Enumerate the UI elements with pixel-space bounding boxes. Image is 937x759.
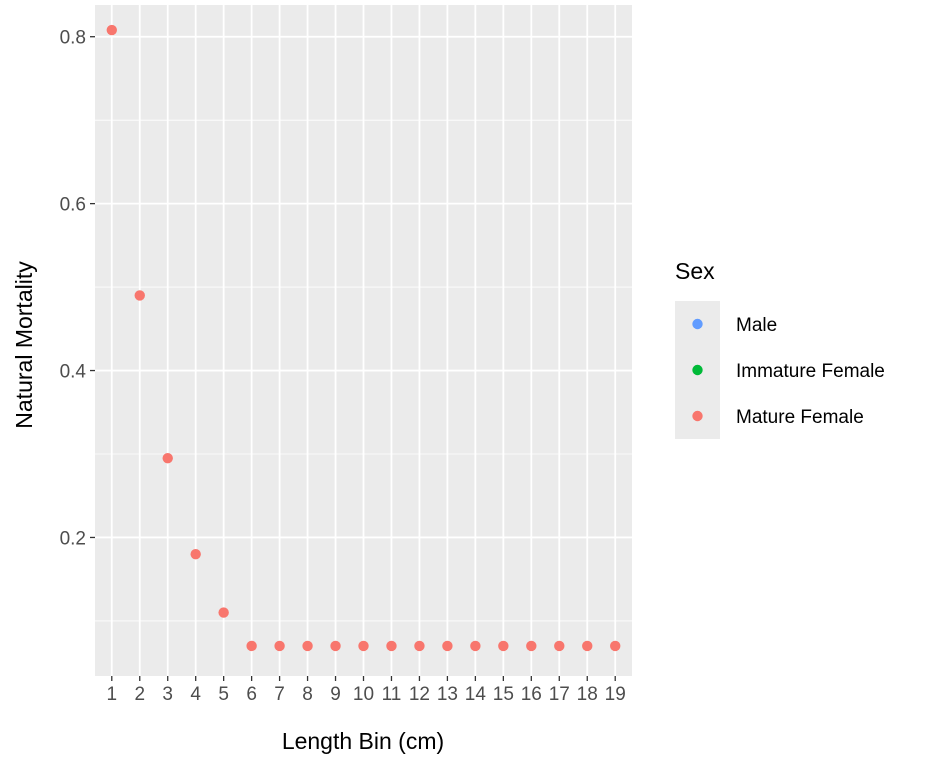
data-point bbox=[330, 640, 341, 652]
x-tick-label: 1 bbox=[106, 684, 117, 705]
data-point bbox=[190, 548, 201, 560]
data-points bbox=[106, 24, 621, 652]
major-gridlines bbox=[95, 5, 632, 676]
x-tick-label: 7 bbox=[274, 684, 285, 705]
x-axis-ticks: 1 2 3 4 5 6 7 8 9 10 11 12 13 14 15 16 17 18 19 bbox=[106, 676, 626, 705]
x-tick-label: 14 bbox=[465, 684, 487, 705]
data-point bbox=[470, 640, 481, 652]
legend-key-point bbox=[692, 318, 703, 330]
x-tick-label: 19 bbox=[605, 684, 626, 705]
x-tick-label: 11 bbox=[382, 684, 402, 705]
data-point bbox=[386, 640, 397, 652]
legend-entries: Male Immature Female Mature Female bbox=[675, 301, 885, 439]
x-tick-label: 12 bbox=[409, 684, 430, 705]
legend-label: Male bbox=[736, 315, 777, 336]
y-axis-ticks: 0.2 0.4 0.6 0.8 bbox=[60, 28, 95, 549]
x-tick-label: 17 bbox=[549, 684, 570, 705]
x-tick-label: 9 bbox=[330, 684, 341, 705]
x-tick-label: 13 bbox=[437, 684, 458, 705]
data-point bbox=[274, 640, 285, 652]
data-point bbox=[554, 640, 565, 652]
data-point bbox=[526, 640, 537, 652]
legend-title: Sex bbox=[675, 258, 715, 284]
x-tick-label: 6 bbox=[246, 684, 257, 705]
x-tick-label: 10 bbox=[353, 684, 374, 705]
x-tick-label: 4 bbox=[190, 684, 201, 705]
x-tick-label: 15 bbox=[493, 684, 514, 705]
x-tick-label: 2 bbox=[134, 684, 145, 705]
data-point bbox=[610, 640, 621, 652]
x-tick-label: 18 bbox=[577, 684, 598, 705]
data-point bbox=[134, 290, 145, 301]
data-point bbox=[246, 640, 257, 652]
data-point bbox=[442, 640, 453, 652]
legend-key-point bbox=[692, 410, 703, 422]
y-tick-label: 0.2 bbox=[60, 528, 86, 549]
y-tick-label: 0.6 bbox=[60, 195, 86, 216]
data-point bbox=[302, 640, 313, 652]
legend: Sex Male Immature Female Mature Female bbox=[675, 258, 885, 439]
data-point bbox=[106, 24, 117, 36]
x-tick-label: 16 bbox=[521, 684, 542, 705]
data-point bbox=[162, 452, 173, 464]
data-point bbox=[498, 640, 509, 652]
data-point bbox=[582, 640, 593, 652]
data-point bbox=[414, 640, 425, 652]
y-tick-label: 0.4 bbox=[60, 362, 87, 383]
x-tick-label: 3 bbox=[162, 684, 173, 705]
y-axis-title: Natural Mortality bbox=[11, 261, 37, 429]
x-tick-label: 8 bbox=[302, 684, 313, 705]
data-point bbox=[218, 607, 229, 618]
legend-key-point bbox=[692, 364, 703, 376]
data-point bbox=[358, 640, 369, 652]
legend-label: Immature Female bbox=[736, 361, 885, 382]
legend-label: Mature Female bbox=[736, 407, 864, 428]
x-axis-title: Length Bin (cm) bbox=[282, 728, 444, 754]
y-tick-label: 0.8 bbox=[60, 28, 86, 49]
x-tick-label: 5 bbox=[218, 684, 229, 705]
